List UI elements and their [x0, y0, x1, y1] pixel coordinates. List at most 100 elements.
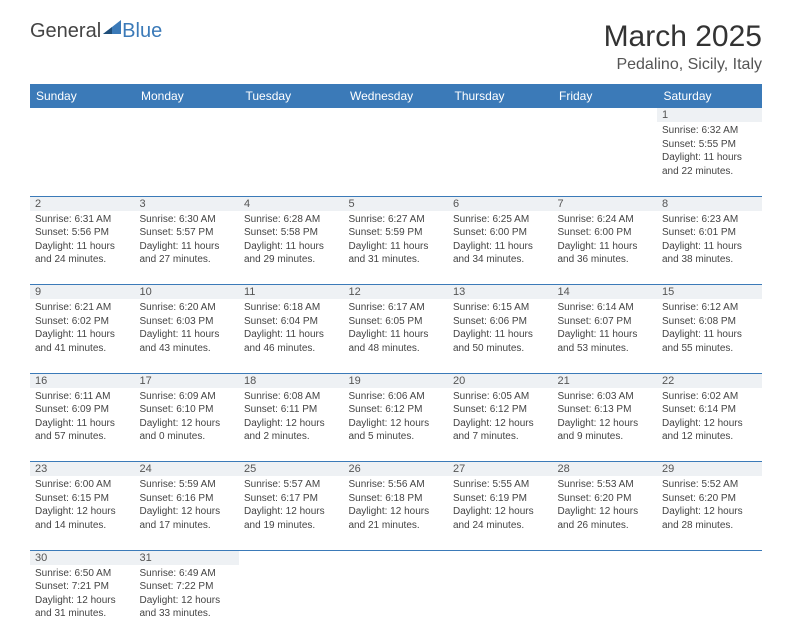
day-content: Sunrise: 6:23 AMSunset: 6:01 PMDaylight:…: [657, 211, 762, 271]
sunrise-text: Sunrise: 6:28 AM: [244, 213, 339, 227]
day-cell: [30, 122, 135, 196]
day-cell: Sunrise: 6:32 AMSunset: 5:55 PMDaylight:…: [657, 122, 762, 196]
sunset-text: Sunset: 6:03 PM: [140, 315, 235, 329]
sunset-text: Sunset: 6:20 PM: [558, 492, 653, 506]
day-cell: Sunrise: 6:31 AMSunset: 5:56 PMDaylight:…: [30, 211, 135, 285]
day-number-cell: 25: [239, 462, 344, 477]
sunset-text: Sunset: 6:18 PM: [349, 492, 444, 506]
day-content: Sunrise: 5:55 AMSunset: 6:19 PMDaylight:…: [448, 476, 553, 536]
sunrise-text: Sunrise: 6:02 AM: [662, 390, 757, 404]
daylight-text: Daylight: 11 hours and 22 minutes.: [662, 151, 757, 178]
daylight-text: Daylight: 11 hours and 29 minutes.: [244, 240, 339, 267]
sunrise-text: Sunrise: 6:11 AM: [35, 390, 130, 404]
day-number-cell: 27: [448, 462, 553, 477]
sunrise-text: Sunrise: 6:25 AM: [453, 213, 548, 227]
daylight-text: Daylight: 12 hours and 19 minutes.: [244, 505, 339, 532]
weekday-header: Wednesday: [344, 84, 449, 108]
daylight-text: Daylight: 11 hours and 38 minutes.: [662, 240, 757, 267]
day-cell: Sunrise: 6:06 AMSunset: 6:12 PMDaylight:…: [344, 388, 449, 462]
daylight-text: Daylight: 12 hours and 7 minutes.: [453, 417, 548, 444]
logo-icon: [103, 17, 121, 40]
day-cell: [135, 122, 240, 196]
day-content: Sunrise: 6:00 AMSunset: 6:15 PMDaylight:…: [30, 476, 135, 536]
daylight-text: Daylight: 11 hours and 57 minutes.: [35, 417, 130, 444]
day-cell: Sunrise: 6:28 AMSunset: 5:58 PMDaylight:…: [239, 211, 344, 285]
daylight-text: Daylight: 11 hours and 50 minutes.: [453, 328, 548, 355]
sunrise-text: Sunrise: 5:53 AM: [558, 478, 653, 492]
sunset-text: Sunset: 6:16 PM: [140, 492, 235, 506]
sunrise-text: Sunrise: 6:27 AM: [349, 213, 444, 227]
day-cell: Sunrise: 6:12 AMSunset: 6:08 PMDaylight:…: [657, 299, 762, 373]
day-content: Sunrise: 5:52 AMSunset: 6:20 PMDaylight:…: [657, 476, 762, 536]
day-cell: Sunrise: 6:09 AMSunset: 6:10 PMDaylight:…: [135, 388, 240, 462]
day-number-cell: 5: [344, 196, 449, 211]
daylight-text: Daylight: 11 hours and 41 minutes.: [35, 328, 130, 355]
day-cell: [553, 122, 658, 196]
day-content: Sunrise: 6:12 AMSunset: 6:08 PMDaylight:…: [657, 299, 762, 359]
day-cell: Sunrise: 5:52 AMSunset: 6:20 PMDaylight:…: [657, 476, 762, 550]
day-number-cell: 19: [344, 373, 449, 388]
day-cell: Sunrise: 6:27 AMSunset: 5:59 PMDaylight:…: [344, 211, 449, 285]
sunrise-text: Sunrise: 6:49 AM: [140, 567, 235, 581]
daylight-text: Daylight: 11 hours and 55 minutes.: [662, 328, 757, 355]
day-number-cell: 9: [30, 285, 135, 300]
day-cell: [239, 565, 344, 639]
day-number-cell: 6: [448, 196, 553, 211]
daylight-text: Daylight: 12 hours and 5 minutes.: [349, 417, 444, 444]
daylight-text: Daylight: 11 hours and 34 minutes.: [453, 240, 548, 267]
day-content: Sunrise: 6:15 AMSunset: 6:06 PMDaylight:…: [448, 299, 553, 359]
day-number-cell: 11: [239, 285, 344, 300]
sunrise-text: Sunrise: 6:21 AM: [35, 301, 130, 315]
day-cell: Sunrise: 6:18 AMSunset: 6:04 PMDaylight:…: [239, 299, 344, 373]
day-number-cell: [448, 108, 553, 122]
sunset-text: Sunset: 6:04 PM: [244, 315, 339, 329]
day-number-cell: 7: [553, 196, 658, 211]
day-number-cell: 12: [344, 285, 449, 300]
weekday-header: Sunday: [30, 84, 135, 108]
sunrise-text: Sunrise: 6:32 AM: [662, 124, 757, 138]
day-content-row: Sunrise: 6:00 AMSunset: 6:15 PMDaylight:…: [30, 476, 762, 550]
day-cell: Sunrise: 6:14 AMSunset: 6:07 PMDaylight:…: [553, 299, 658, 373]
day-number-cell: 29: [657, 462, 762, 477]
day-content: Sunrise: 5:53 AMSunset: 6:20 PMDaylight:…: [553, 476, 658, 536]
day-cell: [448, 565, 553, 639]
sunrise-text: Sunrise: 6:05 AM: [453, 390, 548, 404]
day-content: Sunrise: 6:08 AMSunset: 6:11 PMDaylight:…: [239, 388, 344, 448]
sunset-text: Sunset: 6:02 PM: [35, 315, 130, 329]
sunrise-text: Sunrise: 6:31 AM: [35, 213, 130, 227]
sunset-text: Sunset: 7:21 PM: [35, 580, 130, 594]
daylight-text: Daylight: 11 hours and 43 minutes.: [140, 328, 235, 355]
day-content: Sunrise: 6:27 AMSunset: 5:59 PMDaylight:…: [344, 211, 449, 271]
sunrise-text: Sunrise: 6:50 AM: [35, 567, 130, 581]
day-cell: [344, 122, 449, 196]
weekday-header: Tuesday: [239, 84, 344, 108]
day-content: Sunrise: 6:02 AMSunset: 6:14 PMDaylight:…: [657, 388, 762, 448]
sunset-text: Sunset: 6:11 PM: [244, 403, 339, 417]
day-number-row: 3031: [30, 550, 762, 565]
day-cell: Sunrise: 6:17 AMSunset: 6:05 PMDaylight:…: [344, 299, 449, 373]
day-content: Sunrise: 6:14 AMSunset: 6:07 PMDaylight:…: [553, 299, 658, 359]
daylight-text: Daylight: 12 hours and 31 minutes.: [35, 594, 130, 621]
day-content: Sunrise: 5:57 AMSunset: 6:17 PMDaylight:…: [239, 476, 344, 536]
sunset-text: Sunset: 6:05 PM: [349, 315, 444, 329]
day-number-row: 1: [30, 108, 762, 122]
sunset-text: Sunset: 6:12 PM: [453, 403, 548, 417]
day-content: Sunrise: 6:09 AMSunset: 6:10 PMDaylight:…: [135, 388, 240, 448]
sunset-text: Sunset: 7:22 PM: [140, 580, 235, 594]
sunrise-text: Sunrise: 6:06 AM: [349, 390, 444, 404]
sunrise-text: Sunrise: 5:57 AM: [244, 478, 339, 492]
sunrise-text: Sunrise: 5:52 AM: [662, 478, 757, 492]
day-number-cell: 26: [344, 462, 449, 477]
day-content: Sunrise: 6:18 AMSunset: 6:04 PMDaylight:…: [239, 299, 344, 359]
logo-text-2: Blue: [122, 20, 162, 43]
day-number-cell: 13: [448, 285, 553, 300]
sunset-text: Sunset: 5:56 PM: [35, 226, 130, 240]
sunrise-text: Sunrise: 6:30 AM: [140, 213, 235, 227]
day-cell: Sunrise: 6:20 AMSunset: 6:03 PMDaylight:…: [135, 299, 240, 373]
sunset-text: Sunset: 6:17 PM: [244, 492, 339, 506]
daylight-text: Daylight: 12 hours and 26 minutes.: [558, 505, 653, 532]
daylight-text: Daylight: 11 hours and 31 minutes.: [349, 240, 444, 267]
sunrise-text: Sunrise: 6:20 AM: [140, 301, 235, 315]
sunrise-text: Sunrise: 6:00 AM: [35, 478, 130, 492]
sunrise-text: Sunrise: 5:59 AM: [140, 478, 235, 492]
